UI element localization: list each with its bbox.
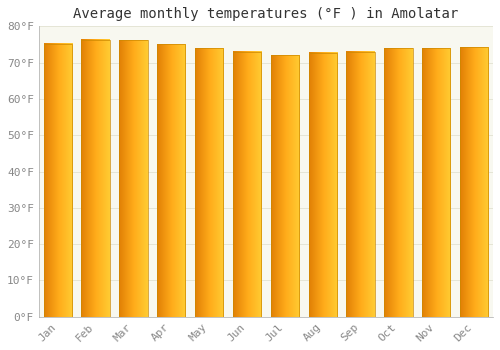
- Bar: [82, 40, 110, 317]
- Bar: [195, 48, 224, 317]
- Bar: [346, 52, 375, 317]
- Bar: [460, 47, 488, 317]
- Bar: [44, 44, 72, 317]
- Bar: [233, 52, 261, 317]
- Bar: [157, 44, 186, 317]
- Bar: [308, 53, 337, 317]
- Bar: [422, 48, 450, 317]
- Bar: [270, 55, 299, 317]
- Title: Average monthly temperatures (°F ) in Amolatar: Average monthly temperatures (°F ) in Am…: [74, 7, 458, 21]
- Bar: [119, 41, 148, 317]
- Bar: [384, 48, 412, 317]
